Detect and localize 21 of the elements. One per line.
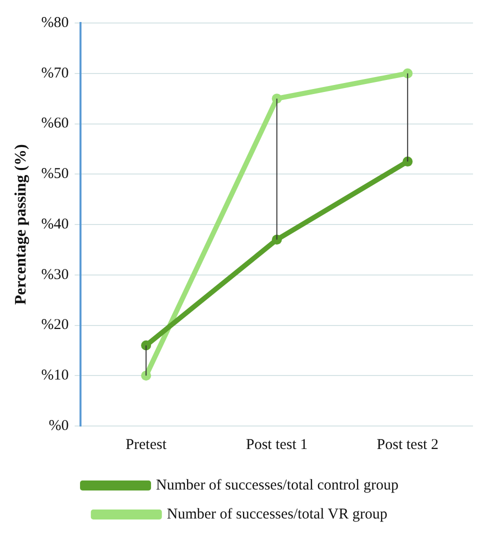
y-tick-label: %80 <box>41 14 69 31</box>
point <box>141 370 152 381</box>
x-tick-label: Pretest <box>126 436 168 453</box>
y-tick-label: %30 <box>41 266 69 283</box>
y-tick-label: %0 <box>48 418 69 434</box>
legend-label: Number of successes/total control group <box>156 477 398 494</box>
x-tick-label: Post test 1 <box>246 436 308 453</box>
point <box>272 94 282 104</box>
y-axis-title: Percentage passing (%) <box>12 144 30 305</box>
y-tick-label: %20 <box>41 317 69 334</box>
y-tick-label: %70 <box>41 65 69 82</box>
point <box>402 156 413 167</box>
y-tick-label: %40 <box>41 216 69 232</box>
y-tick-label: %60 <box>41 116 69 132</box>
point <box>141 340 152 350</box>
point <box>272 234 282 245</box>
legend-label: Number of successes/total VR group <box>166 506 388 522</box>
y-tick-label: %50 <box>41 166 69 182</box>
x-tick-label: Post test 2 <box>376 436 438 453</box>
y-tick-label: %10 <box>41 368 69 384</box>
point <box>402 68 413 78</box>
